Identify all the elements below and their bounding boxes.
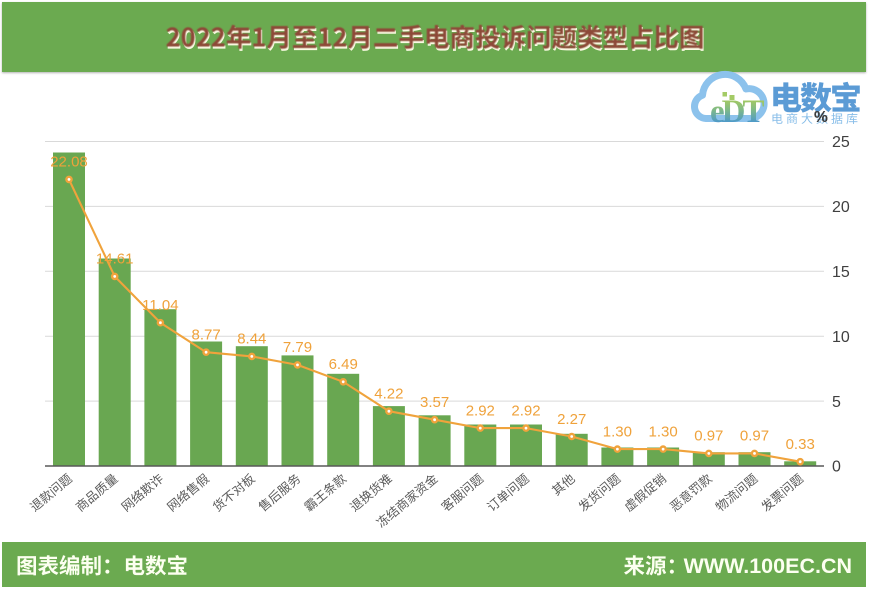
svg-text:0: 0	[832, 459, 841, 476]
svg-text:3.57: 3.57	[420, 394, 449, 411]
svg-text:5: 5	[832, 394, 841, 411]
svg-text:1.30: 1.30	[603, 423, 632, 440]
svg-text:0.97: 0.97	[694, 428, 723, 445]
svg-text:4.22: 4.22	[374, 386, 403, 403]
svg-text:2.92: 2.92	[511, 402, 540, 419]
svg-text:14.61: 14.61	[96, 251, 134, 268]
svg-text:1.30: 1.30	[648, 423, 677, 440]
svg-text:8.44: 8.44	[237, 331, 266, 348]
svg-text:%: %	[814, 109, 828, 126]
svg-text:0.97: 0.97	[740, 428, 769, 445]
svg-text:10: 10	[832, 329, 850, 346]
svg-text:0.33: 0.33	[786, 436, 815, 453]
svg-text:2.27: 2.27	[557, 411, 586, 428]
svg-text:eDT: eDT	[710, 94, 764, 130]
svg-text:25: 25	[832, 134, 850, 151]
svg-text:8.77: 8.77	[191, 327, 220, 344]
svg-text:6.49: 6.49	[329, 356, 358, 373]
svg-text:WWW.100EC.CN: WWW.100EC.CN	[684, 554, 852, 578]
svg-text:20: 20	[832, 199, 850, 216]
svg-text:11.04: 11.04	[142, 297, 178, 314]
svg-text:2.92: 2.92	[466, 402, 495, 419]
svg-text:15: 15	[832, 264, 850, 281]
svg-text:7.79: 7.79	[283, 339, 312, 356]
svg-text:22.08: 22.08	[50, 154, 88, 171]
